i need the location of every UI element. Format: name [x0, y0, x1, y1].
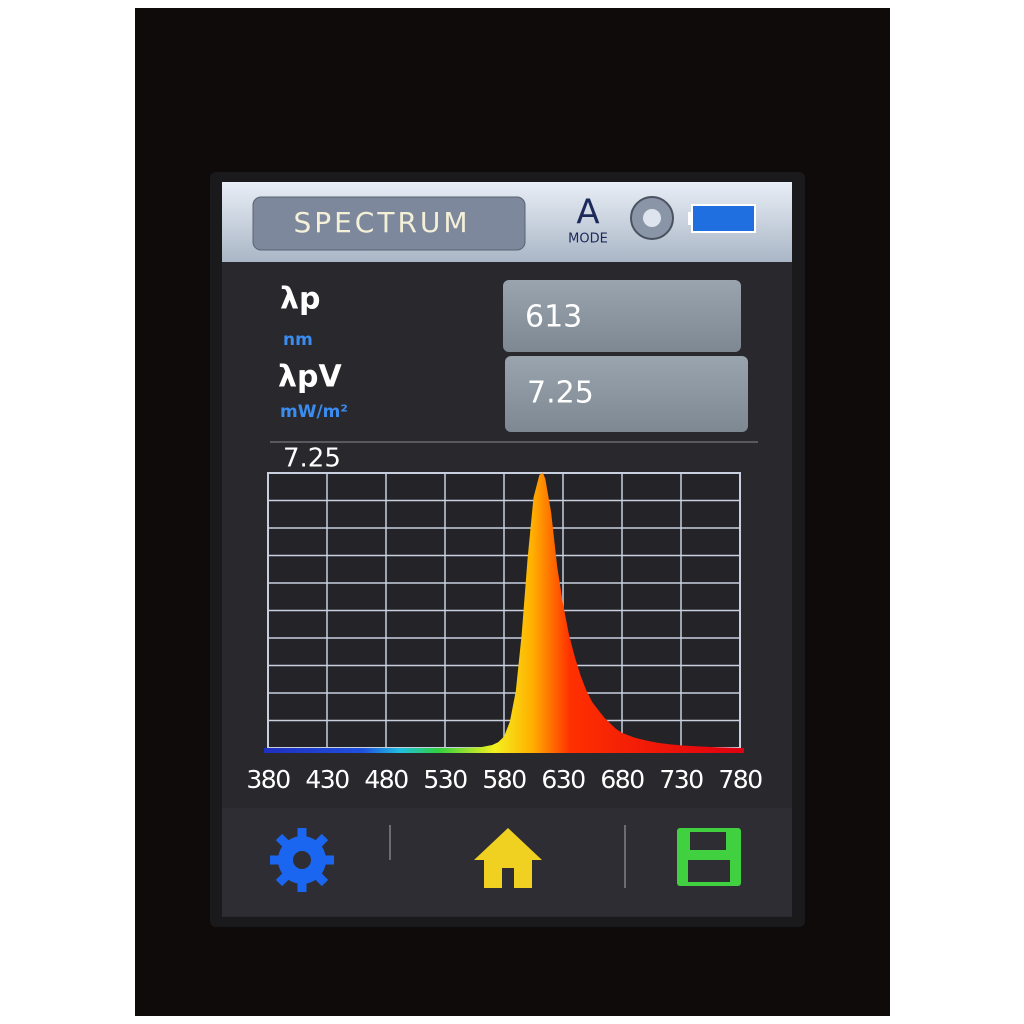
x-tick-label: 580 — [482, 765, 526, 794]
spectrum-chart: 380 430 480 530 580 630 680 730 780 7.25 — [246, 444, 763, 795]
reading-unit: mW/m² — [280, 402, 348, 422]
reading-unit: nm — [283, 330, 313, 350]
screen-title: SPECTRUM — [293, 206, 470, 239]
x-tick-label: 730 — [659, 765, 703, 794]
save-icon[interactable] — [677, 828, 741, 886]
shutter-center — [643, 209, 661, 227]
x-tick-label: 530 — [423, 765, 467, 794]
reading-label: λp — [280, 282, 320, 317]
battery-icon — [691, 204, 756, 233]
x-tick-label: 380 — [246, 765, 290, 794]
spectrum-strip — [264, 748, 744, 753]
x-tick-label: 680 — [600, 765, 644, 794]
battery-tip — [688, 212, 693, 225]
x-tick-label: 430 — [305, 765, 349, 794]
reading-value: 613 — [525, 300, 582, 335]
reading-label: λpV — [278, 360, 342, 395]
y-tick-label: 7.25 — [283, 444, 341, 474]
reading-box — [503, 280, 741, 352]
mode-letter[interactable]: A — [576, 193, 599, 233]
x-tick-label: 630 — [541, 765, 585, 794]
reading-value: 7.25 — [527, 376, 594, 411]
x-tick-label: 480 — [364, 765, 408, 794]
settings-icon[interactable] — [270, 828, 334, 892]
reading-box — [505, 356, 748, 432]
home-icon[interactable] — [474, 828, 542, 888]
x-tick-label: 780 — [718, 765, 762, 794]
title-box — [252, 196, 526, 251]
mode-label[interactable]: MODE — [568, 232, 608, 247]
